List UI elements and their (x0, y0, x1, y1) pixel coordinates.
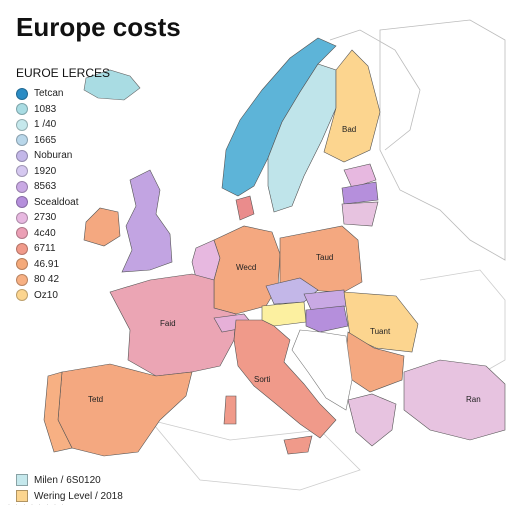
country-label: Taud (316, 253, 333, 262)
country-label: Ran (466, 395, 481, 404)
legend-swatch (16, 165, 28, 178)
legend-label: 80 42 (34, 274, 60, 286)
legend-swatch (16, 149, 28, 162)
country-label: Faid (160, 319, 176, 328)
region-ireland (83, 207, 121, 247)
map-legend: EUROE LERCES Tetcan 1083 1 /40 1665 Noburan 1… (16, 66, 110, 303)
region-lithuania (341, 201, 379, 227)
region-norway (221, 37, 337, 197)
legend-item: 6711 (16, 241, 110, 257)
country-label: Wecd (236, 263, 256, 272)
legend-item: Oz10 (16, 288, 110, 304)
legend-swatch (16, 134, 28, 147)
legend-swatch (16, 273, 28, 286)
region-greece (347, 393, 397, 447)
legend-swatch (16, 118, 28, 131)
legend-item: 8563 (16, 179, 110, 195)
map-footer-legend: Milen / 6S0120 Wering Level / 2018 (16, 472, 123, 504)
footer-label: Wering Level / 2018 (34, 490, 123, 502)
legend-label: 4c40 (34, 227, 56, 239)
legend-swatch (16, 103, 28, 116)
legend-item: 46.91 (16, 257, 110, 273)
footer-swatch (16, 474, 28, 486)
legend-item: 1920 (16, 164, 110, 180)
legend-label: Oz10 (34, 289, 58, 301)
region-spain (57, 363, 193, 457)
region-iceland (83, 69, 141, 101)
legend-swatch (16, 196, 28, 209)
legend-label: 46.91 (34, 258, 60, 270)
region-hungary (305, 305, 349, 333)
legend-swatch (16, 289, 28, 302)
legend-label: 1083 (34, 103, 57, 115)
region-uk (121, 169, 173, 273)
legend-item: Noburan (16, 148, 110, 164)
legend-label: Noburan (34, 150, 73, 162)
legend-items: Tetcan 1083 1 /40 1665 Noburan 1920 8563 Sceald… (16, 86, 110, 303)
region-denmark (235, 195, 255, 221)
region-latvia (341, 181, 379, 205)
region-sardinia (223, 395, 237, 425)
region-sicily (283, 435, 313, 455)
land-outline-south (148, 419, 361, 491)
country-label: Bad (342, 125, 356, 134)
map-credit: · · · · · · · · (8, 502, 66, 508)
map-title: Europe costs (16, 12, 181, 42)
land-outline-east (379, 19, 506, 261)
region-sweden (267, 63, 337, 213)
legend-label: 8563 (34, 181, 57, 193)
legend-swatch (16, 211, 28, 224)
region-finland (323, 49, 381, 163)
legend-item: Scealdoat (16, 195, 110, 211)
legend-item: 2730 (16, 210, 110, 226)
country-label: Tuant (370, 327, 391, 336)
region-austria (261, 301, 307, 327)
country-label: Sorti (254, 375, 271, 384)
legend-swatch (16, 258, 28, 271)
legend-label: 6711 (34, 243, 56, 255)
legend-item: 1083 (16, 102, 110, 118)
legend-item: Tetcan (16, 86, 110, 102)
footer-label: Milen / 6S0120 (34, 474, 101, 486)
region-turkey (403, 359, 506, 441)
legend-swatch (16, 87, 28, 100)
legend-item: 1 /40 (16, 117, 110, 133)
legend-item: 80 42 (16, 272, 110, 288)
legend-swatch (16, 242, 28, 255)
legend-label: 1665 (34, 134, 57, 146)
legend-item: 4c40 (16, 226, 110, 242)
region-portugal (43, 371, 73, 453)
legend-swatch (16, 227, 28, 240)
country-label: Tetd (88, 395, 103, 404)
legend-item: 1665 (16, 133, 110, 149)
legend-label: 1 /40 (34, 119, 57, 131)
land-outline-right (419, 269, 506, 381)
legend-label: 2730 (34, 212, 57, 224)
legend-label: Scealdoat (34, 196, 79, 208)
footer-item: Milen / 6S0120 (16, 472, 123, 488)
legend-swatch (16, 180, 28, 193)
region-italy (233, 319, 337, 439)
land-outline-north (329, 29, 421, 151)
legend-label: Tetcan (34, 88, 64, 100)
footer-item: Wering Level / 2018 (16, 488, 123, 504)
region-balkans (291, 329, 353, 411)
legend-label: 1920 (34, 165, 57, 177)
footer-swatch (16, 490, 28, 502)
legend-title: EUROE LERCES (16, 66, 111, 80)
region-estonia (343, 163, 377, 189)
